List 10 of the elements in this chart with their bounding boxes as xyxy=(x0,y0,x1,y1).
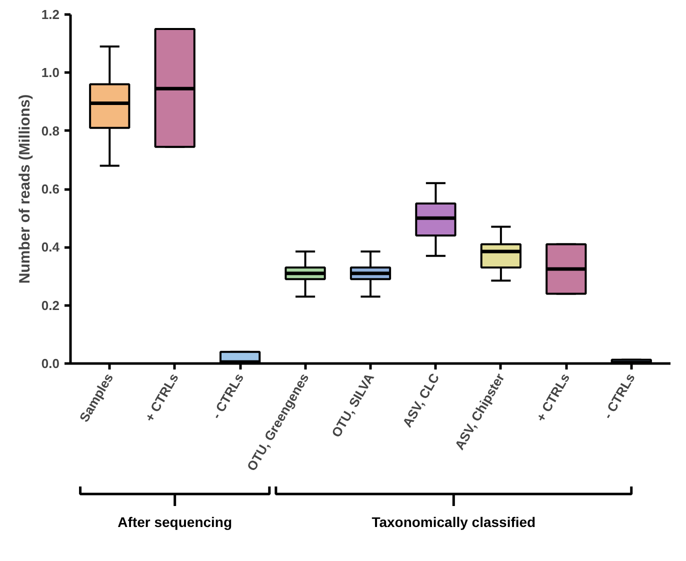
y-tick-label: 0.2 xyxy=(41,298,60,313)
y-tick-label: 0.0 xyxy=(41,356,60,371)
y-tick-label: 1.0 xyxy=(41,65,60,80)
y-axis-title: Number of reads (Millions) xyxy=(16,94,34,284)
y-tick-label: 1.2 xyxy=(41,7,60,22)
y-tick-label: 0.4 xyxy=(41,240,60,255)
text: Taxonomically classified xyxy=(372,514,536,530)
text: After sequencing xyxy=(118,514,232,530)
y-tick-label: 0.8 xyxy=(41,123,60,138)
y-tick-label: 0.6 xyxy=(41,182,60,196)
